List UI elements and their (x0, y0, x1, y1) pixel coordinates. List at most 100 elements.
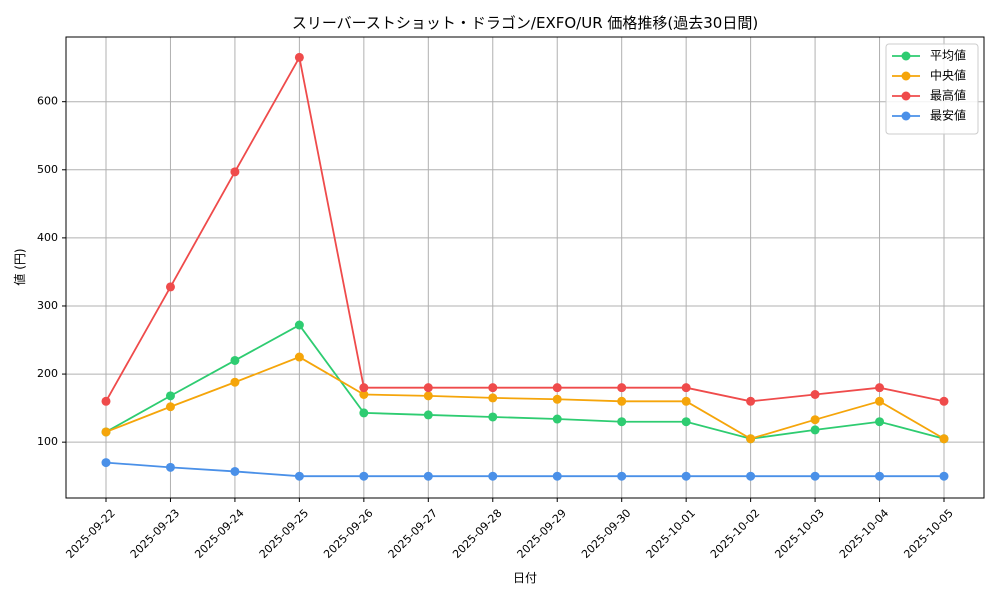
x-tick-label: 2025-10-02 (708, 507, 762, 561)
data-point (294, 352, 304, 362)
legend-swatch-marker (901, 91, 911, 101)
series-2 (101, 352, 949, 444)
data-point (488, 471, 498, 481)
series-1 (101, 320, 949, 444)
series (101, 52, 949, 481)
data-point (423, 410, 433, 420)
data-point (746, 471, 756, 481)
series-4 (101, 458, 949, 481)
legend-swatch-marker (901, 71, 911, 81)
y-axis-label: 値 (円) (12, 248, 27, 285)
legend-item: 最高値 (892, 88, 966, 103)
data-point (810, 389, 820, 399)
data-point (875, 396, 885, 406)
y-tick-label: 500 (37, 163, 58, 176)
data-point (359, 383, 369, 393)
series-line (105, 323, 945, 440)
y-tick-label: 400 (37, 231, 58, 244)
y-tick-label: 300 (37, 299, 58, 312)
x-tick-label: 2025-09-28 (450, 507, 504, 561)
data-point (552, 383, 562, 393)
data-point (746, 396, 756, 406)
data-point (165, 462, 175, 472)
data-point (423, 383, 433, 393)
data-point (165, 282, 175, 292)
data-point (294, 320, 304, 330)
legend-label: 平均値 (930, 48, 966, 63)
data-point (617, 383, 627, 393)
legend-box (885, 43, 979, 135)
x-tick-label: 2025-10-01 (644, 507, 698, 561)
data-point (617, 471, 627, 481)
data-point (230, 355, 240, 365)
y-tick-label: 600 (37, 95, 58, 108)
data-point (746, 434, 756, 444)
series-line (105, 356, 945, 440)
data-point (552, 394, 562, 404)
legend-label: 最高値 (930, 88, 966, 103)
data-point (681, 383, 691, 393)
data-point (294, 52, 304, 62)
x-tick-label: 2025-10-03 (772, 507, 826, 561)
data-point (810, 471, 820, 481)
data-point (165, 391, 175, 401)
data-point (552, 471, 562, 481)
y-tick-label: 200 (37, 367, 58, 380)
data-point (488, 383, 498, 393)
legend-label: 中央値 (930, 68, 966, 83)
data-point (488, 412, 498, 422)
data-point (423, 471, 433, 481)
data-point (359, 389, 369, 399)
data-point (810, 415, 820, 425)
data-point (101, 458, 111, 468)
x-axis-label: 日付 (513, 571, 537, 585)
legend-swatch-marker (901, 51, 911, 61)
data-point (617, 396, 627, 406)
data-point (681, 417, 691, 427)
x-tick-label: 2025-09-30 (579, 507, 633, 561)
legend-item: 中央値 (892, 68, 966, 83)
x-tick-label: 2025-09-27 (386, 507, 440, 561)
data-point (939, 396, 949, 406)
data-point (875, 471, 885, 481)
legend-item: 平均値 (892, 48, 966, 63)
series-line (105, 461, 944, 478)
data-point (875, 417, 885, 427)
x-tick-label: 2025-09-26 (321, 507, 375, 561)
data-point (101, 427, 111, 437)
series-3 (101, 52, 949, 406)
data-point (230, 377, 240, 387)
x-tick-label: 2025-10-05 (901, 507, 955, 561)
data-point (810, 425, 820, 435)
x-tick-label: 2025-09-29 (515, 507, 569, 561)
x-tick-label: 2025-09-25 (257, 507, 311, 561)
data-point (423, 391, 433, 401)
chart-title: スリーバーストショット・ドラゴン/EXFO/UR 価格推移(過去30日間) (292, 14, 758, 32)
data-point (101, 396, 111, 406)
data-point (617, 417, 627, 427)
x-tick-label: 2025-09-24 (192, 507, 246, 561)
series-line (105, 54, 945, 403)
data-point (359, 471, 369, 481)
data-point (359, 408, 369, 418)
data-point (230, 167, 240, 177)
data-point (294, 471, 304, 481)
x-tick-label: 2025-10-04 (837, 507, 891, 561)
legend-item: 最安値 (892, 108, 966, 123)
legend-label: 最安値 (930, 108, 966, 123)
data-point (165, 402, 175, 412)
axes: 2025-09-22 2025-09-23 2025-09-24 2025-09-25… (37, 95, 956, 561)
x-tick-label: 2025-09-22 (63, 507, 117, 561)
data-point (875, 383, 885, 393)
y-tick-label: 100 (37, 435, 58, 448)
data-point (552, 414, 562, 424)
legend-swatch-marker (901, 111, 911, 121)
data-point (939, 471, 949, 481)
grid (66, 37, 984, 498)
plot-frame (65, 36, 985, 499)
data-point (681, 471, 691, 481)
data-point (488, 393, 498, 403)
